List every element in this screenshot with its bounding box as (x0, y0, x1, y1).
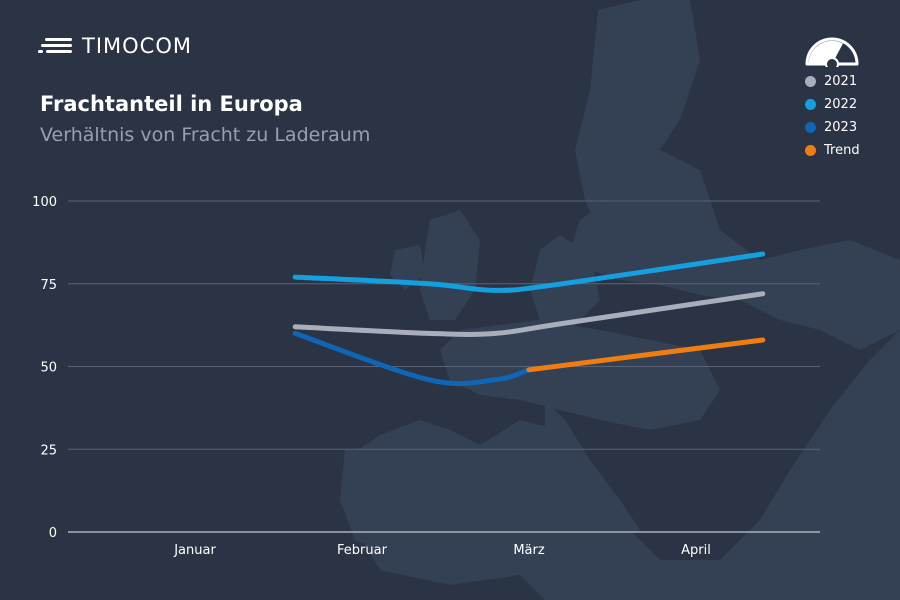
legend-swatch (805, 145, 816, 156)
legend-swatch (805, 99, 816, 110)
legend-swatch (805, 76, 816, 87)
chart-subtitle: Verhältnis von Fracht zu Laderaum (40, 124, 371, 146)
legend-item-trend: Trend (805, 139, 860, 162)
timocom-speed-lines-icon (38, 38, 72, 53)
y-tick-label: 100 (32, 195, 57, 210)
chart-legend: 2021 2022 2023 Trend (805, 70, 860, 162)
y-tick-label: 0 (49, 526, 57, 541)
x-tick-label: Februar (337, 543, 388, 558)
series-line-2021 (292, 291, 766, 337)
legend-label: 2021 (824, 74, 858, 89)
x-tick-label: April (681, 543, 711, 558)
brand-name: TIMOCOM (82, 34, 192, 58)
gauge-icon (805, 37, 859, 67)
legend-label: 2022 (824, 97, 858, 112)
x-tick-label: Januar (173, 543, 216, 558)
legend-label: 2023 (824, 120, 858, 135)
y-tick-label: 75 (40, 278, 57, 293)
chart-title: Frachtanteil in Europa (40, 92, 303, 116)
x-tick-label: März (513, 543, 545, 558)
legend-item-2023: 2023 (805, 116, 860, 139)
y-tick-label: 25 (40, 443, 57, 458)
legend-label: Trend (824, 143, 860, 158)
series-line-2023 (292, 330, 532, 387)
brand-logo: TIMOCOM (38, 34, 192, 58)
legend-item-2021: 2021 (805, 70, 860, 93)
series-line-trend (526, 337, 766, 373)
legend-item-2022: 2022 (805, 93, 860, 116)
series-line-2022 (292, 251, 766, 293)
legend-swatch (805, 122, 816, 133)
y-tick-label: 50 (40, 361, 57, 376)
